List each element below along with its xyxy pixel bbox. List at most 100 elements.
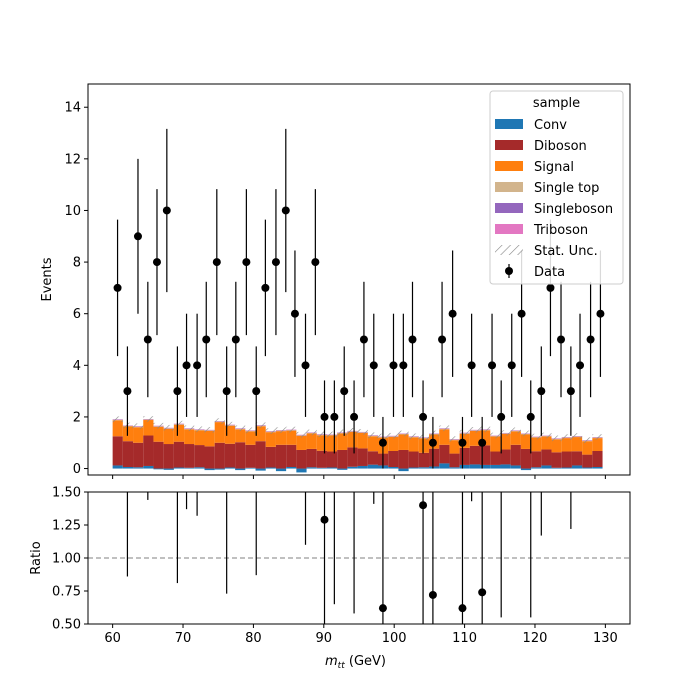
bar-signal bbox=[531, 437, 542, 452]
data-point bbox=[537, 387, 546, 396]
bar-diboson bbox=[316, 450, 327, 468]
ratio-y-axis-label: Ratio bbox=[29, 541, 44, 574]
bar-signal bbox=[306, 433, 317, 449]
bar-conv bbox=[235, 468, 246, 471]
bar-signal bbox=[520, 434, 532, 449]
data-point bbox=[526, 412, 535, 421]
bar-conv bbox=[480, 464, 491, 469]
bar-diboson bbox=[275, 444, 287, 469]
bar-signal bbox=[388, 436, 399, 451]
x-tick-label: 60 bbox=[104, 631, 121, 646]
bar-diboson bbox=[500, 449, 511, 465]
legend-swatch bbox=[495, 182, 523, 192]
stat-unc-band bbox=[255, 422, 266, 429]
stat-unc-band bbox=[133, 423, 144, 430]
bar-conv bbox=[367, 464, 379, 469]
stat-unc-band bbox=[306, 429, 317, 436]
x-axis-label: mtt (GeV) bbox=[325, 654, 386, 671]
bar-conv bbox=[112, 465, 123, 469]
stat-unc-band bbox=[541, 432, 552, 439]
y-tick-label: 1.00 bbox=[52, 552, 81, 567]
data-point bbox=[182, 361, 191, 370]
x-tick-label: 130 bbox=[593, 631, 618, 646]
bar-diboson bbox=[510, 444, 521, 466]
legend-label: Data bbox=[534, 265, 565, 280]
ratio-point bbox=[428, 590, 437, 599]
data-point bbox=[143, 335, 152, 344]
legend-label: Conv bbox=[534, 118, 567, 133]
bar-diboson bbox=[337, 449, 348, 469]
stat-unc-band bbox=[449, 436, 460, 442]
legend-swatch bbox=[495, 161, 523, 171]
bar-signal bbox=[173, 424, 185, 442]
y-tick-label: 8 bbox=[73, 256, 81, 271]
data-point bbox=[448, 309, 457, 318]
stat-unc-band bbox=[296, 431, 307, 438]
bar-diboson bbox=[531, 451, 542, 468]
data-point bbox=[546, 283, 555, 292]
bar-signal bbox=[286, 430, 297, 445]
stat-unc-band bbox=[184, 425, 195, 432]
data-point bbox=[566, 387, 575, 396]
bar-diboson bbox=[582, 454, 593, 468]
stat-unc-band bbox=[143, 416, 154, 422]
data-point bbox=[557, 335, 566, 344]
stat-unc-band bbox=[286, 426, 297, 433]
data-point bbox=[311, 258, 320, 267]
bar-diboson bbox=[173, 441, 185, 468]
stat-unc-band bbox=[398, 430, 409, 437]
stat-unc-band bbox=[235, 425, 246, 432]
bar-diboson bbox=[520, 448, 532, 469]
bar-signal bbox=[357, 432, 368, 449]
bar-signal bbox=[490, 436, 501, 452]
bar-signal bbox=[235, 429, 246, 443]
bar-diboson bbox=[235, 442, 246, 469]
legend-label: Diboson bbox=[534, 139, 587, 154]
data-point bbox=[517, 309, 526, 318]
ratio-y-ticks: 0.50 0.75 1.00 1.25 1.50 bbox=[52, 486, 88, 633]
data-point bbox=[408, 335, 417, 344]
data-point bbox=[290, 309, 299, 318]
stat-unc-band bbox=[347, 428, 358, 434]
legend-title: sample bbox=[533, 96, 580, 111]
stacked-bars bbox=[112, 418, 603, 473]
bar-signal bbox=[316, 435, 327, 451]
data-point bbox=[193, 361, 202, 370]
bar-conv bbox=[429, 466, 440, 469]
stat-unc-band bbox=[112, 416, 123, 423]
bar-signal bbox=[275, 431, 287, 445]
y-tick-label: 2 bbox=[73, 410, 81, 425]
stat-uncertainty-bands bbox=[112, 416, 603, 443]
bar-conv bbox=[204, 468, 215, 471]
stat-unc-band bbox=[337, 429, 348, 436]
data-point bbox=[281, 206, 290, 215]
data-point bbox=[586, 335, 595, 344]
y-tick-label: 1.25 bbox=[52, 519, 81, 534]
ratio-point bbox=[419, 501, 428, 510]
bar-diboson bbox=[143, 435, 154, 466]
legend-label: Single top bbox=[534, 181, 599, 196]
data-point bbox=[350, 412, 359, 421]
stat-unc-band bbox=[214, 418, 225, 424]
bar-signal bbox=[367, 436, 379, 452]
stat-unc-band bbox=[173, 420, 185, 427]
bar-conv bbox=[337, 468, 348, 470]
bar-signal bbox=[224, 425, 236, 444]
bar-signal bbox=[449, 440, 460, 454]
bar-conv bbox=[561, 467, 572, 469]
x-tick-label: 90 bbox=[316, 631, 333, 646]
bar-signal bbox=[265, 432, 276, 447]
data-point bbox=[242, 258, 251, 267]
stat-unc-band bbox=[459, 429, 470, 436]
bar-diboson bbox=[245, 444, 256, 468]
bar-diboson bbox=[480, 445, 491, 465]
bar-conv bbox=[388, 466, 399, 469]
stat-unc-band bbox=[163, 424, 174, 431]
stat-unc-band bbox=[500, 430, 511, 436]
legend-marker bbox=[505, 267, 513, 275]
data-point bbox=[438, 335, 447, 344]
main-plot-frame bbox=[87, 83, 631, 476]
ratio-x-ticks: 60 70 80 90 100 110 120 130 bbox=[104, 624, 618, 646]
data-point bbox=[467, 361, 476, 370]
bar-diboson bbox=[541, 449, 552, 466]
